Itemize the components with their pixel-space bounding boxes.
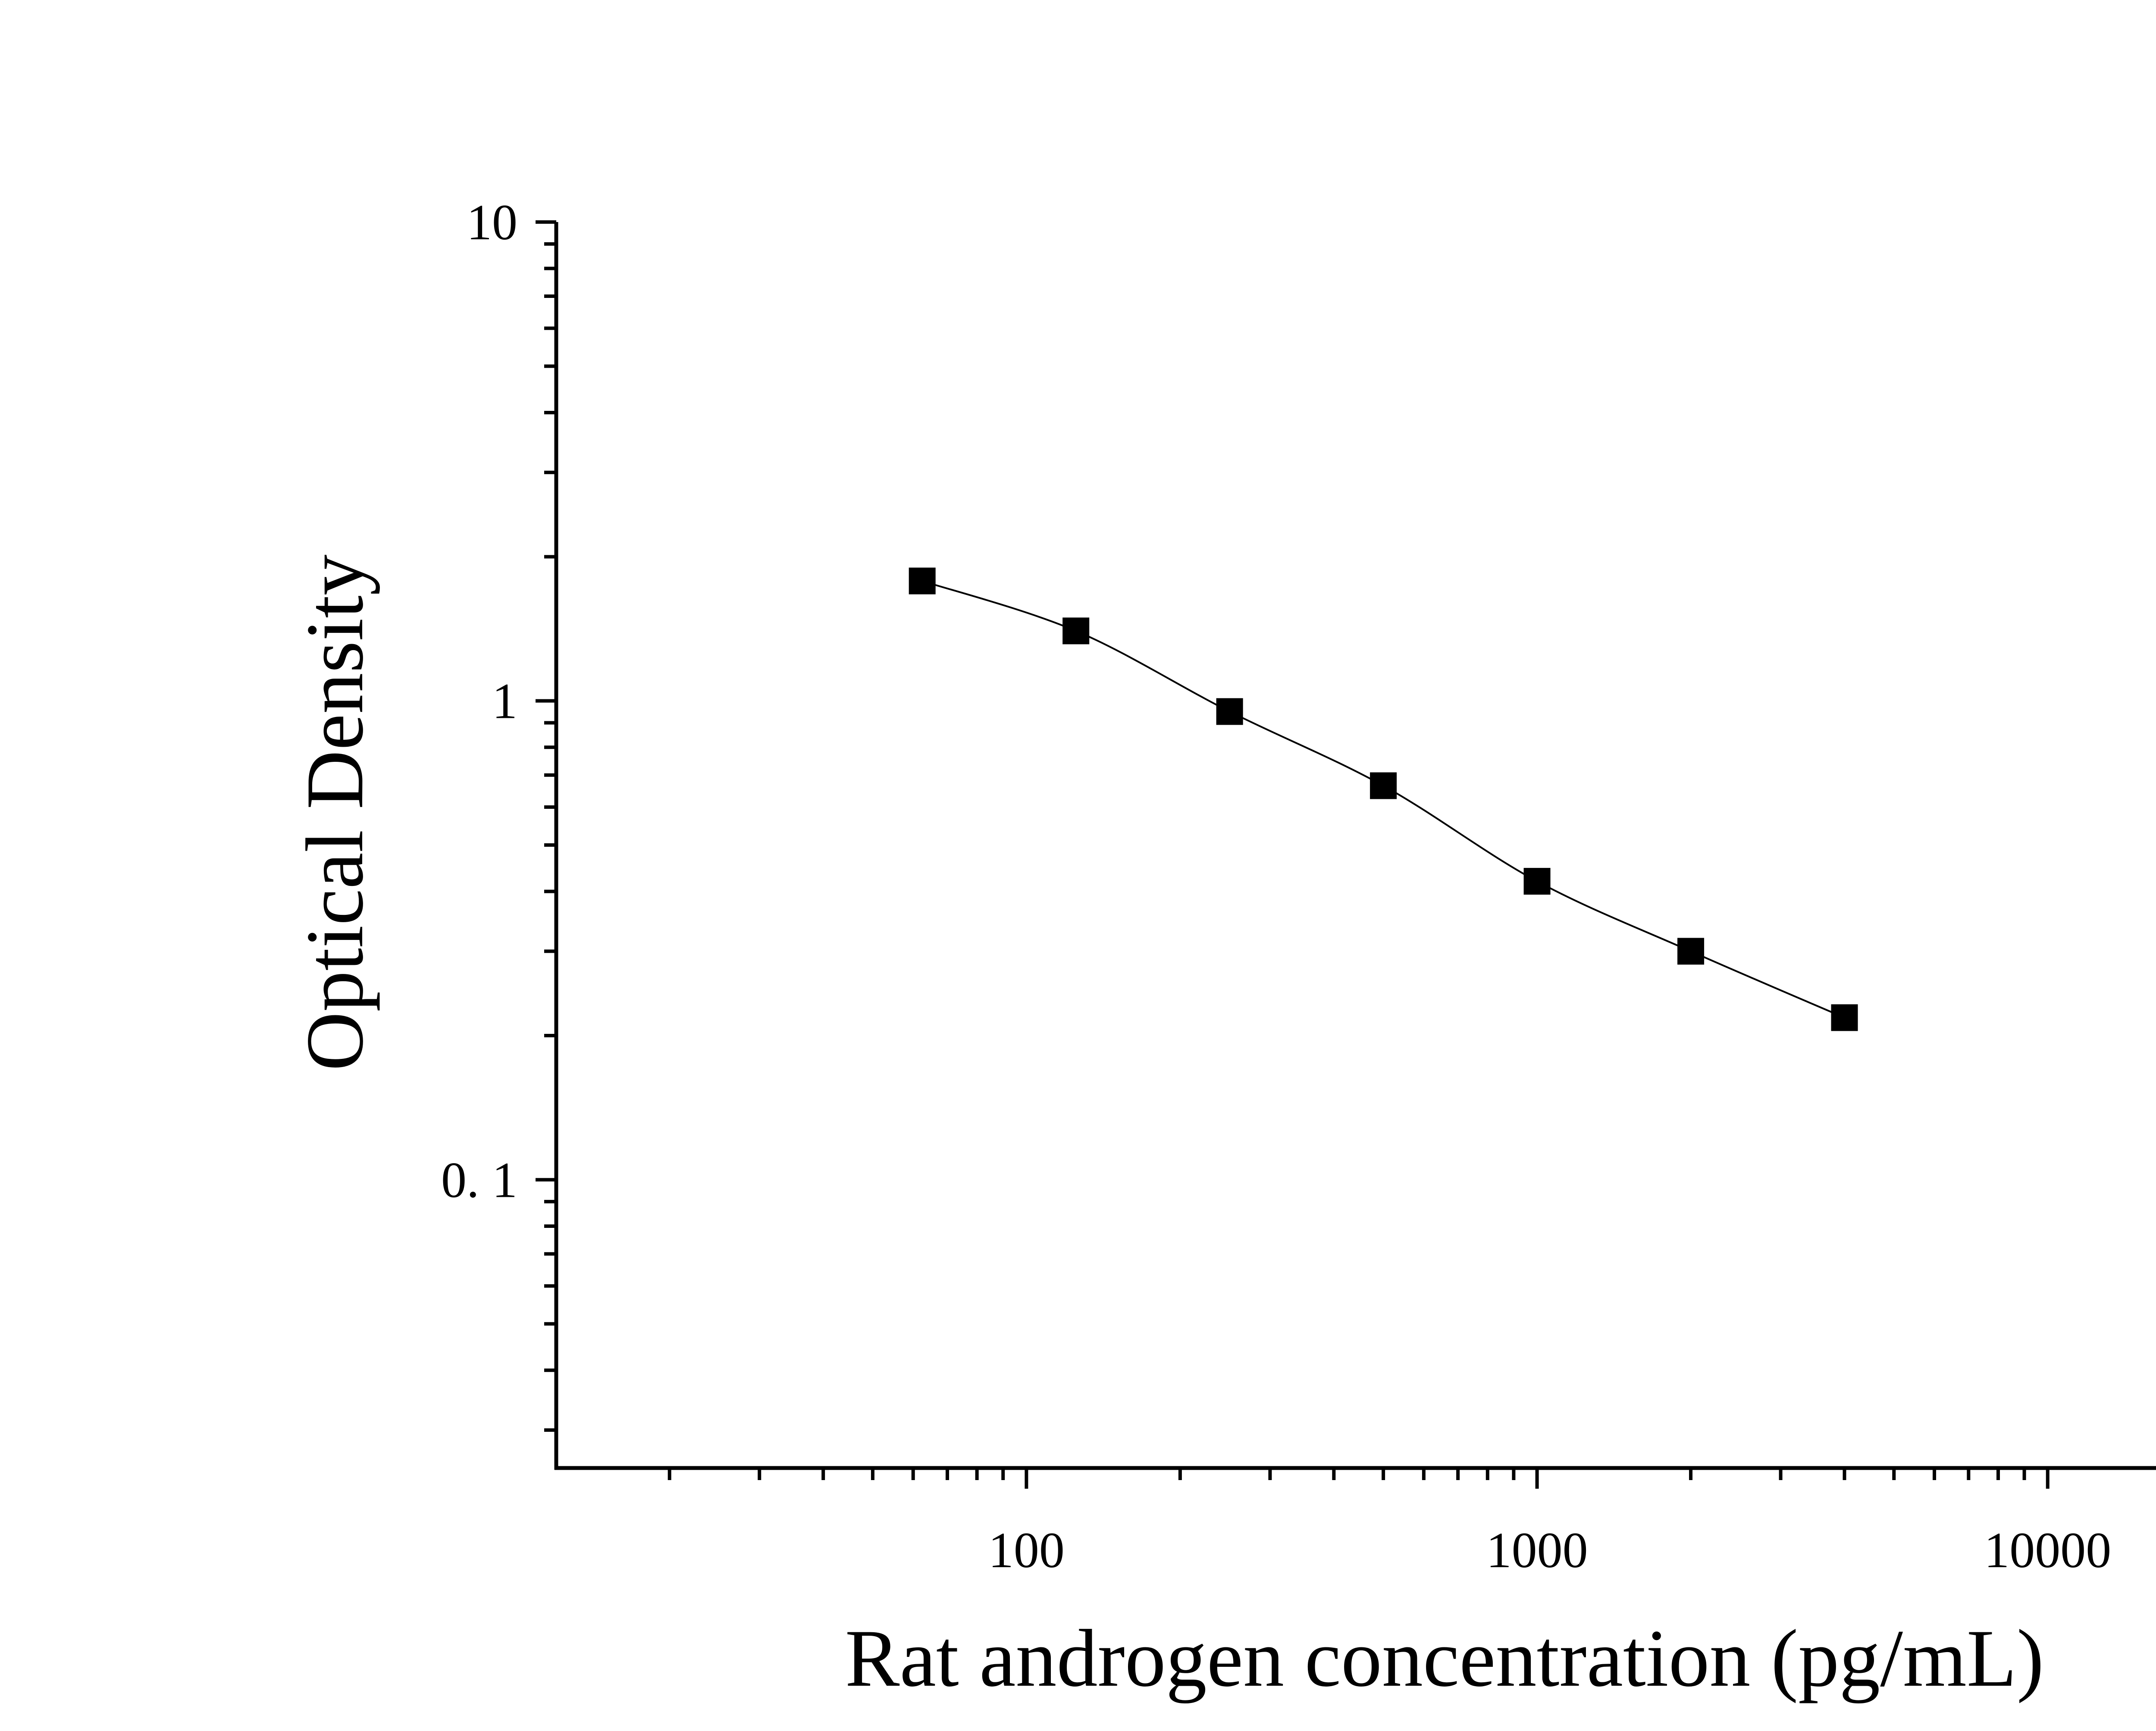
x-axis-ticks	[667, 1468, 2049, 1489]
x-tick-label: 1000	[1486, 1522, 1588, 1578]
data-point-marker	[1523, 868, 1551, 895]
data-point-marker	[1677, 938, 1705, 965]
y-tick-label: 1	[492, 673, 517, 729]
data-point-marker	[1831, 1004, 1858, 1031]
data-point-marker	[1062, 617, 1090, 645]
fit-curve	[922, 580, 1845, 1019]
data-markers	[909, 567, 1858, 1031]
x-tick-label: 10000	[1984, 1522, 2111, 1578]
x-axis-title: Rat androgen concentration (pg/mL)	[845, 1613, 2044, 1704]
x-tick-label: 100	[988, 1522, 1065, 1578]
y-tick-label: 10	[467, 194, 517, 250]
x-tick-labels: 100 1000 10000	[988, 1522, 2111, 1578]
y-tick-label: 0. 1	[441, 1152, 517, 1208]
data-point-marker	[909, 567, 936, 595]
y-tick-labels: 0. 1 1 10	[441, 194, 517, 1208]
data-point-marker	[1370, 772, 1397, 799]
data-point-marker	[1216, 698, 1243, 725]
y-axis-ticks	[536, 220, 556, 1432]
y-axis-title: Optical Density	[290, 554, 380, 1071]
